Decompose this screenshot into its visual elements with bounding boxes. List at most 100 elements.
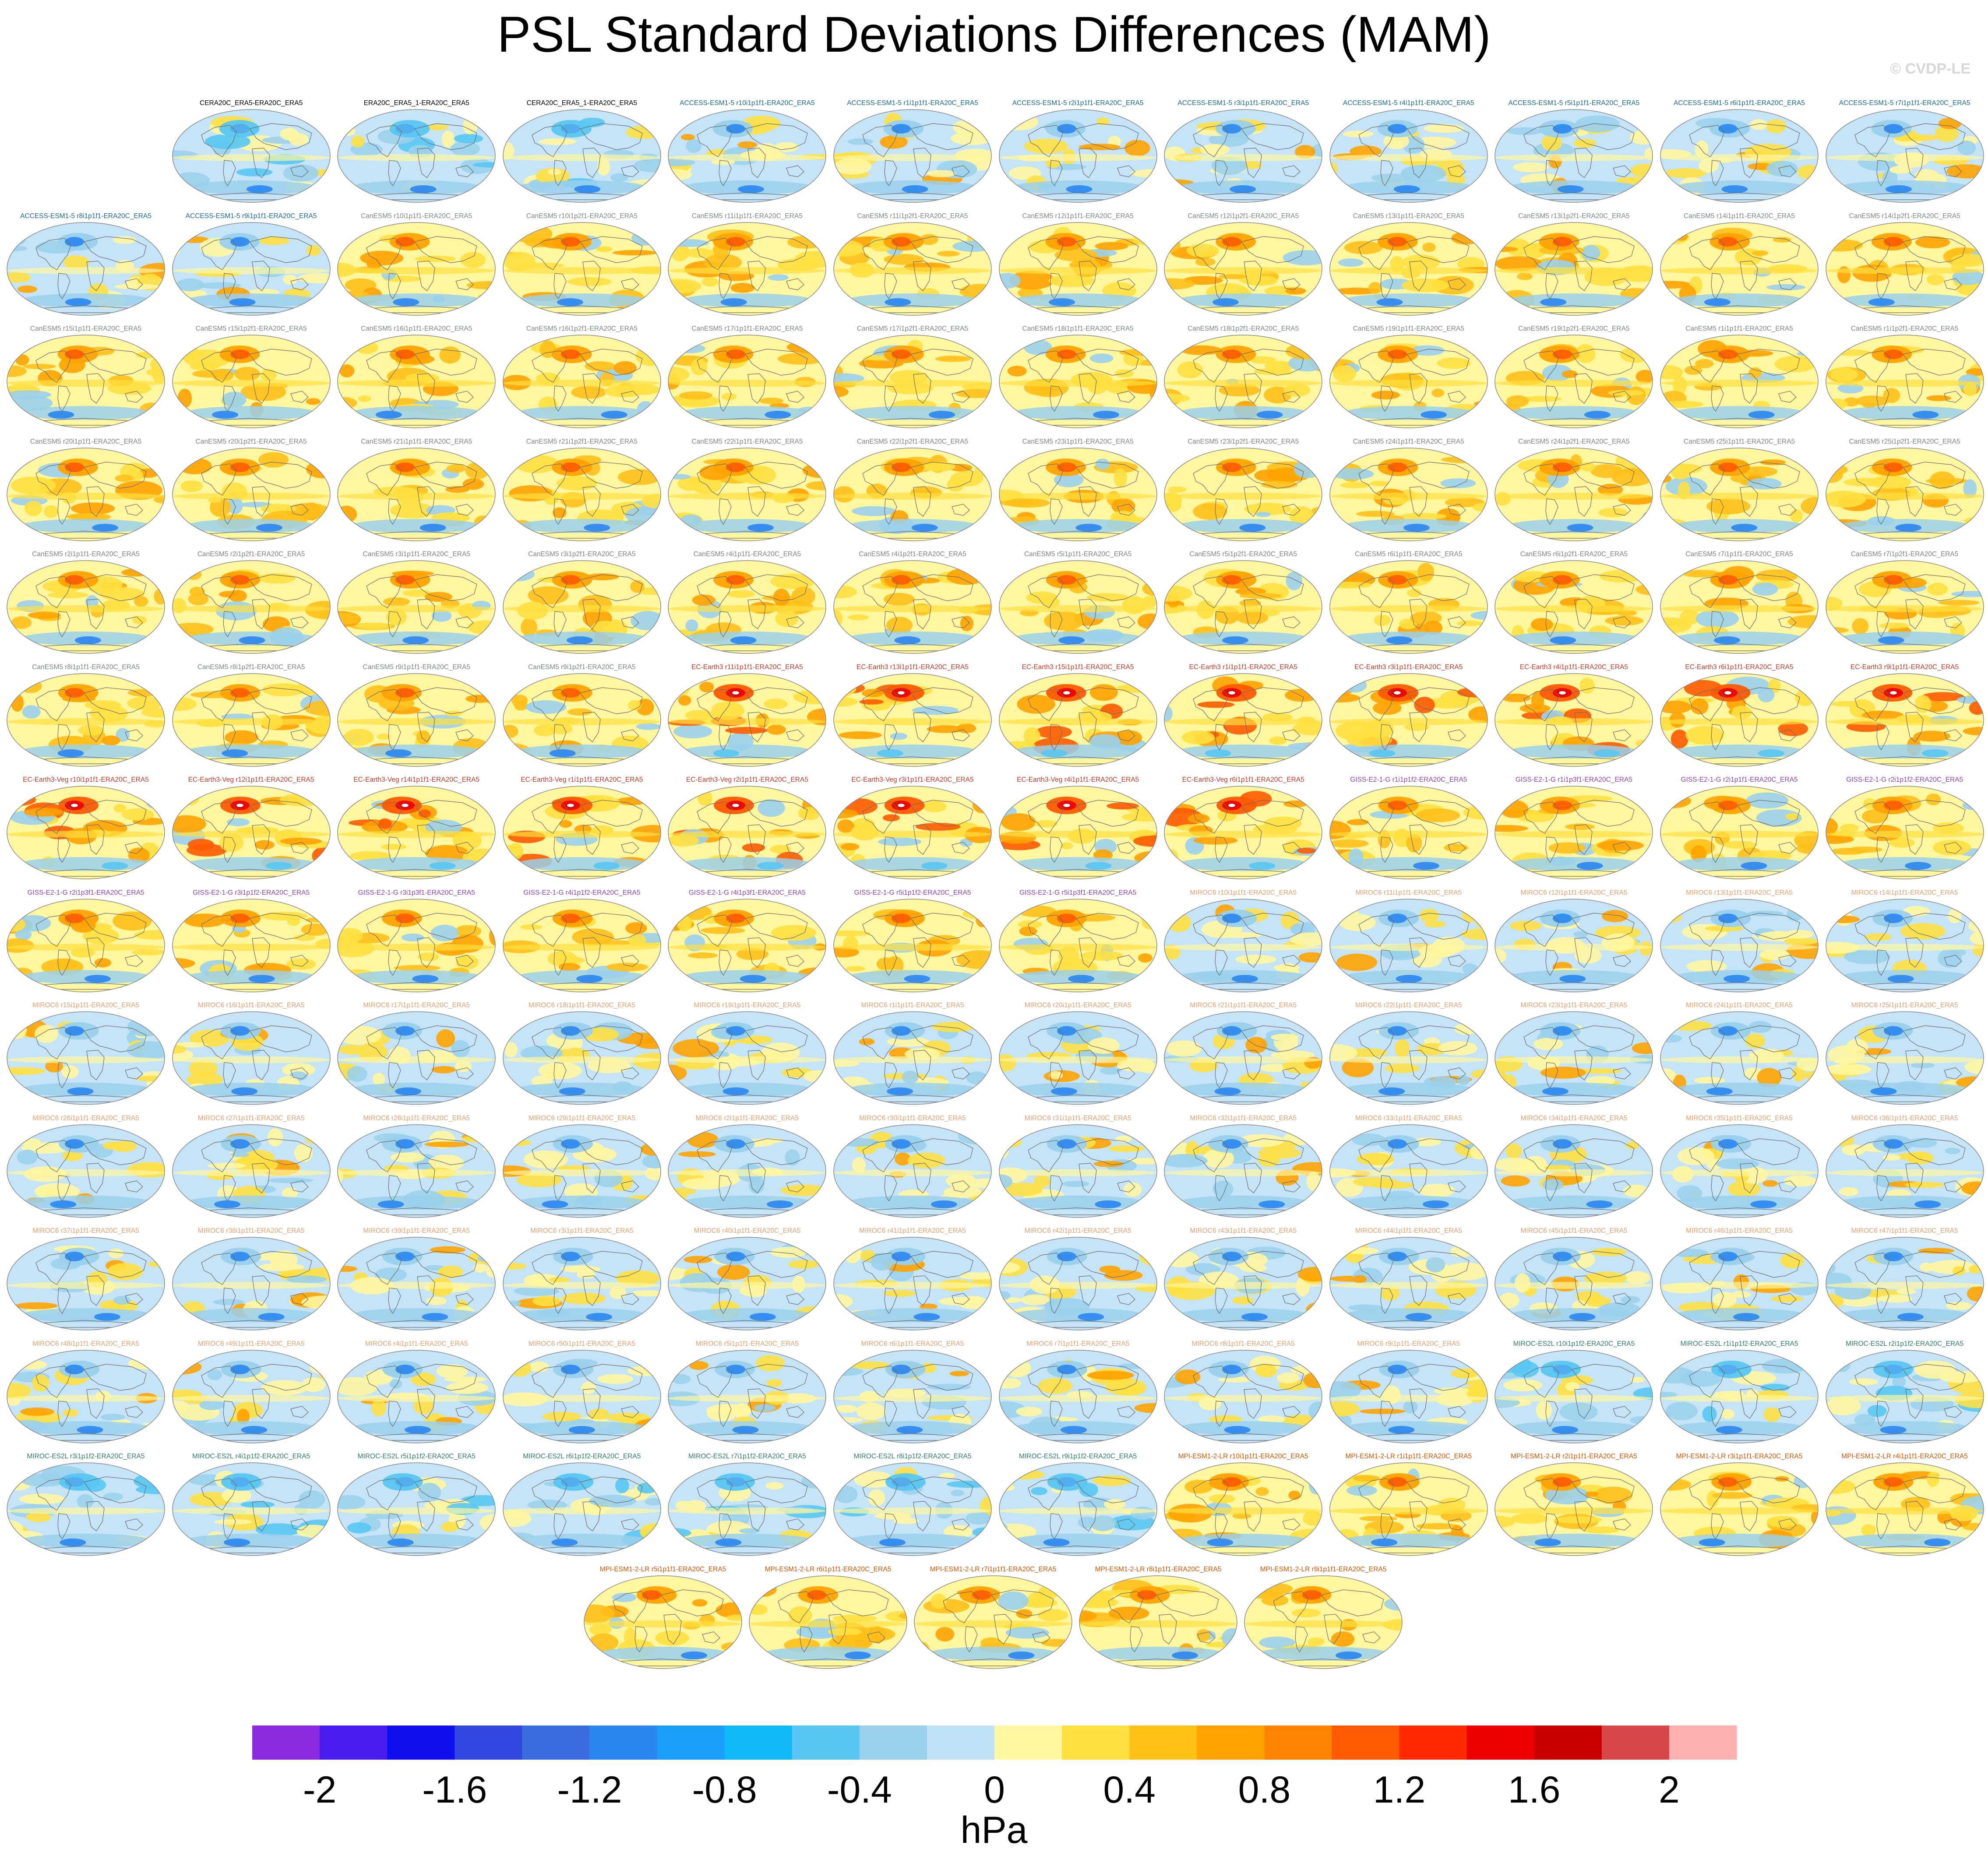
global-map [1825, 335, 1984, 428]
map-border [172, 898, 331, 992]
map-field-blob [1585, 1491, 1599, 1497]
map-panel-title: CanESM5 r17i1p1f1-ERA20C_ERA5 [691, 325, 803, 332]
map-field-blob [1718, 801, 1738, 810]
map-field-blob [1718, 575, 1738, 585]
map-panel-title: MIROC6 r12i1p1f1-ERA20C_ERA5 [1520, 889, 1628, 896]
continent-outline [1075, 461, 1139, 489]
continent-outline [747, 373, 766, 404]
map-field-blob [1329, 380, 1487, 387]
map-field-blob [293, 934, 315, 941]
map-field-blob [1718, 913, 1738, 923]
continent-outline [1380, 385, 1393, 412]
continent-outline [1740, 148, 1758, 178]
map-field-blob [131, 949, 165, 955]
map-panel: MIROC-ES2L r9i1p1f2-ERA20C_ERA5 [998, 1452, 1159, 1557]
map-border [1164, 335, 1322, 428]
map-border [172, 1011, 331, 1105]
global-map [998, 1011, 1157, 1105]
continent-outline [952, 503, 970, 516]
continent-outline [1902, 1138, 1966, 1165]
map-field-blob [931, 1200, 957, 1208]
continent-outline [719, 836, 732, 863]
map-field-blob [185, 406, 317, 420]
continent-outline [1876, 272, 1889, 299]
map-field-blob [1222, 236, 1242, 247]
global-map [998, 447, 1157, 541]
map-field-blob [1839, 1195, 1970, 1210]
map-panel-title: GISS-E2-1-G r4i1p1f2-ERA20C_ERA5 [523, 889, 641, 896]
map-panel: MIROC6 r45i1p1f1-ERA20C_ERA5 [1493, 1227, 1654, 1332]
continent-outline [1075, 123, 1139, 150]
map-field-blob [1080, 950, 1123, 960]
map-field-blob [1041, 749, 1068, 757]
map-field-blob [338, 380, 496, 387]
global-map [172, 786, 331, 879]
map-field-blob [1706, 1490, 1719, 1507]
map-field-blob [1057, 349, 1076, 359]
map-field-blob [1495, 1056, 1653, 1063]
map-field-blob [1896, 1288, 1916, 1295]
global-map [7, 673, 165, 767]
continent-outline [1409, 260, 1428, 291]
map-field-blob [1177, 857, 1309, 871]
map-field-blob [847, 1308, 978, 1322]
continent-outline [249, 461, 312, 489]
map-field-blob [372, 1073, 385, 1086]
continent-outline [388, 723, 401, 750]
map-border [668, 560, 827, 654]
map-field-blob [1164, 605, 1322, 612]
map-field-blob [15, 928, 32, 941]
map-field-blob [240, 1501, 275, 1508]
continent-outline [1049, 498, 1063, 525]
map-field-blob [1018, 920, 1042, 929]
map-field-blob [1343, 677, 1367, 692]
continent-outline [1282, 1067, 1301, 1080]
map-field-blob [559, 820, 572, 828]
global-map [337, 1462, 496, 1556]
map-border [1329, 786, 1488, 879]
continent-outline [1027, 1140, 1064, 1172]
map-field-blob [560, 124, 580, 134]
map-field-blob [1870, 1087, 1897, 1095]
map-field-blob [1061, 1181, 1089, 1187]
map-panel-title: MIROC6 r11i1p1f1-ERA20C_ERA5 [1355, 889, 1462, 896]
continent-outline [1241, 574, 1304, 601]
map-field-peak [1227, 803, 1237, 808]
continent-outline [414, 349, 477, 376]
map-panel-title: CanESM5 r25i1p2f1-ERA20C_ERA5 [1849, 438, 1960, 445]
continent-outline [83, 800, 147, 827]
continent-outline [1689, 463, 1725, 496]
map-field-blob [678, 1151, 716, 1157]
map-field-blob [1019, 926, 1037, 936]
global-map [172, 109, 331, 203]
continent-outline [532, 1140, 567, 1172]
map-field-blob [557, 476, 597, 490]
map-panel-title: CanESM5 r19i1p2f1-ERA20C_ERA5 [1518, 325, 1630, 332]
map-field-blob [559, 1087, 585, 1095]
continent-outline [1380, 498, 1393, 525]
map-field-blob [1387, 1026, 1407, 1036]
map-field-blob [847, 519, 978, 533]
map-field-blob [1012, 744, 1144, 759]
continent-outline [1027, 1027, 1064, 1059]
map-field-blob [338, 1266, 358, 1272]
map-field-blob [7, 267, 165, 274]
map-field-blob [1706, 1087, 1733, 1095]
continent-outline [414, 800, 477, 827]
map-field-blob [834, 718, 991, 725]
continent-outline [1778, 1067, 1797, 1080]
map-field-blob [886, 617, 913, 634]
map-field-blob [74, 636, 101, 644]
map-field-blob [999, 718, 1157, 725]
map-field-blob [70, 512, 111, 521]
map-border [172, 222, 331, 316]
global-map [503, 786, 661, 879]
map-field-blob [1329, 582, 1372, 589]
continent-outline [1737, 687, 1800, 714]
continent-outline [1545, 1062, 1559, 1089]
continent-outline [1876, 723, 1889, 750]
map-field-blob [94, 1313, 120, 1321]
continent-outline [620, 391, 639, 403]
map-panel-title: MIROC6 r9i1p1f1-ERA20C_ERA5 [1357, 1340, 1460, 1348]
map-field-blob [1495, 943, 1653, 951]
